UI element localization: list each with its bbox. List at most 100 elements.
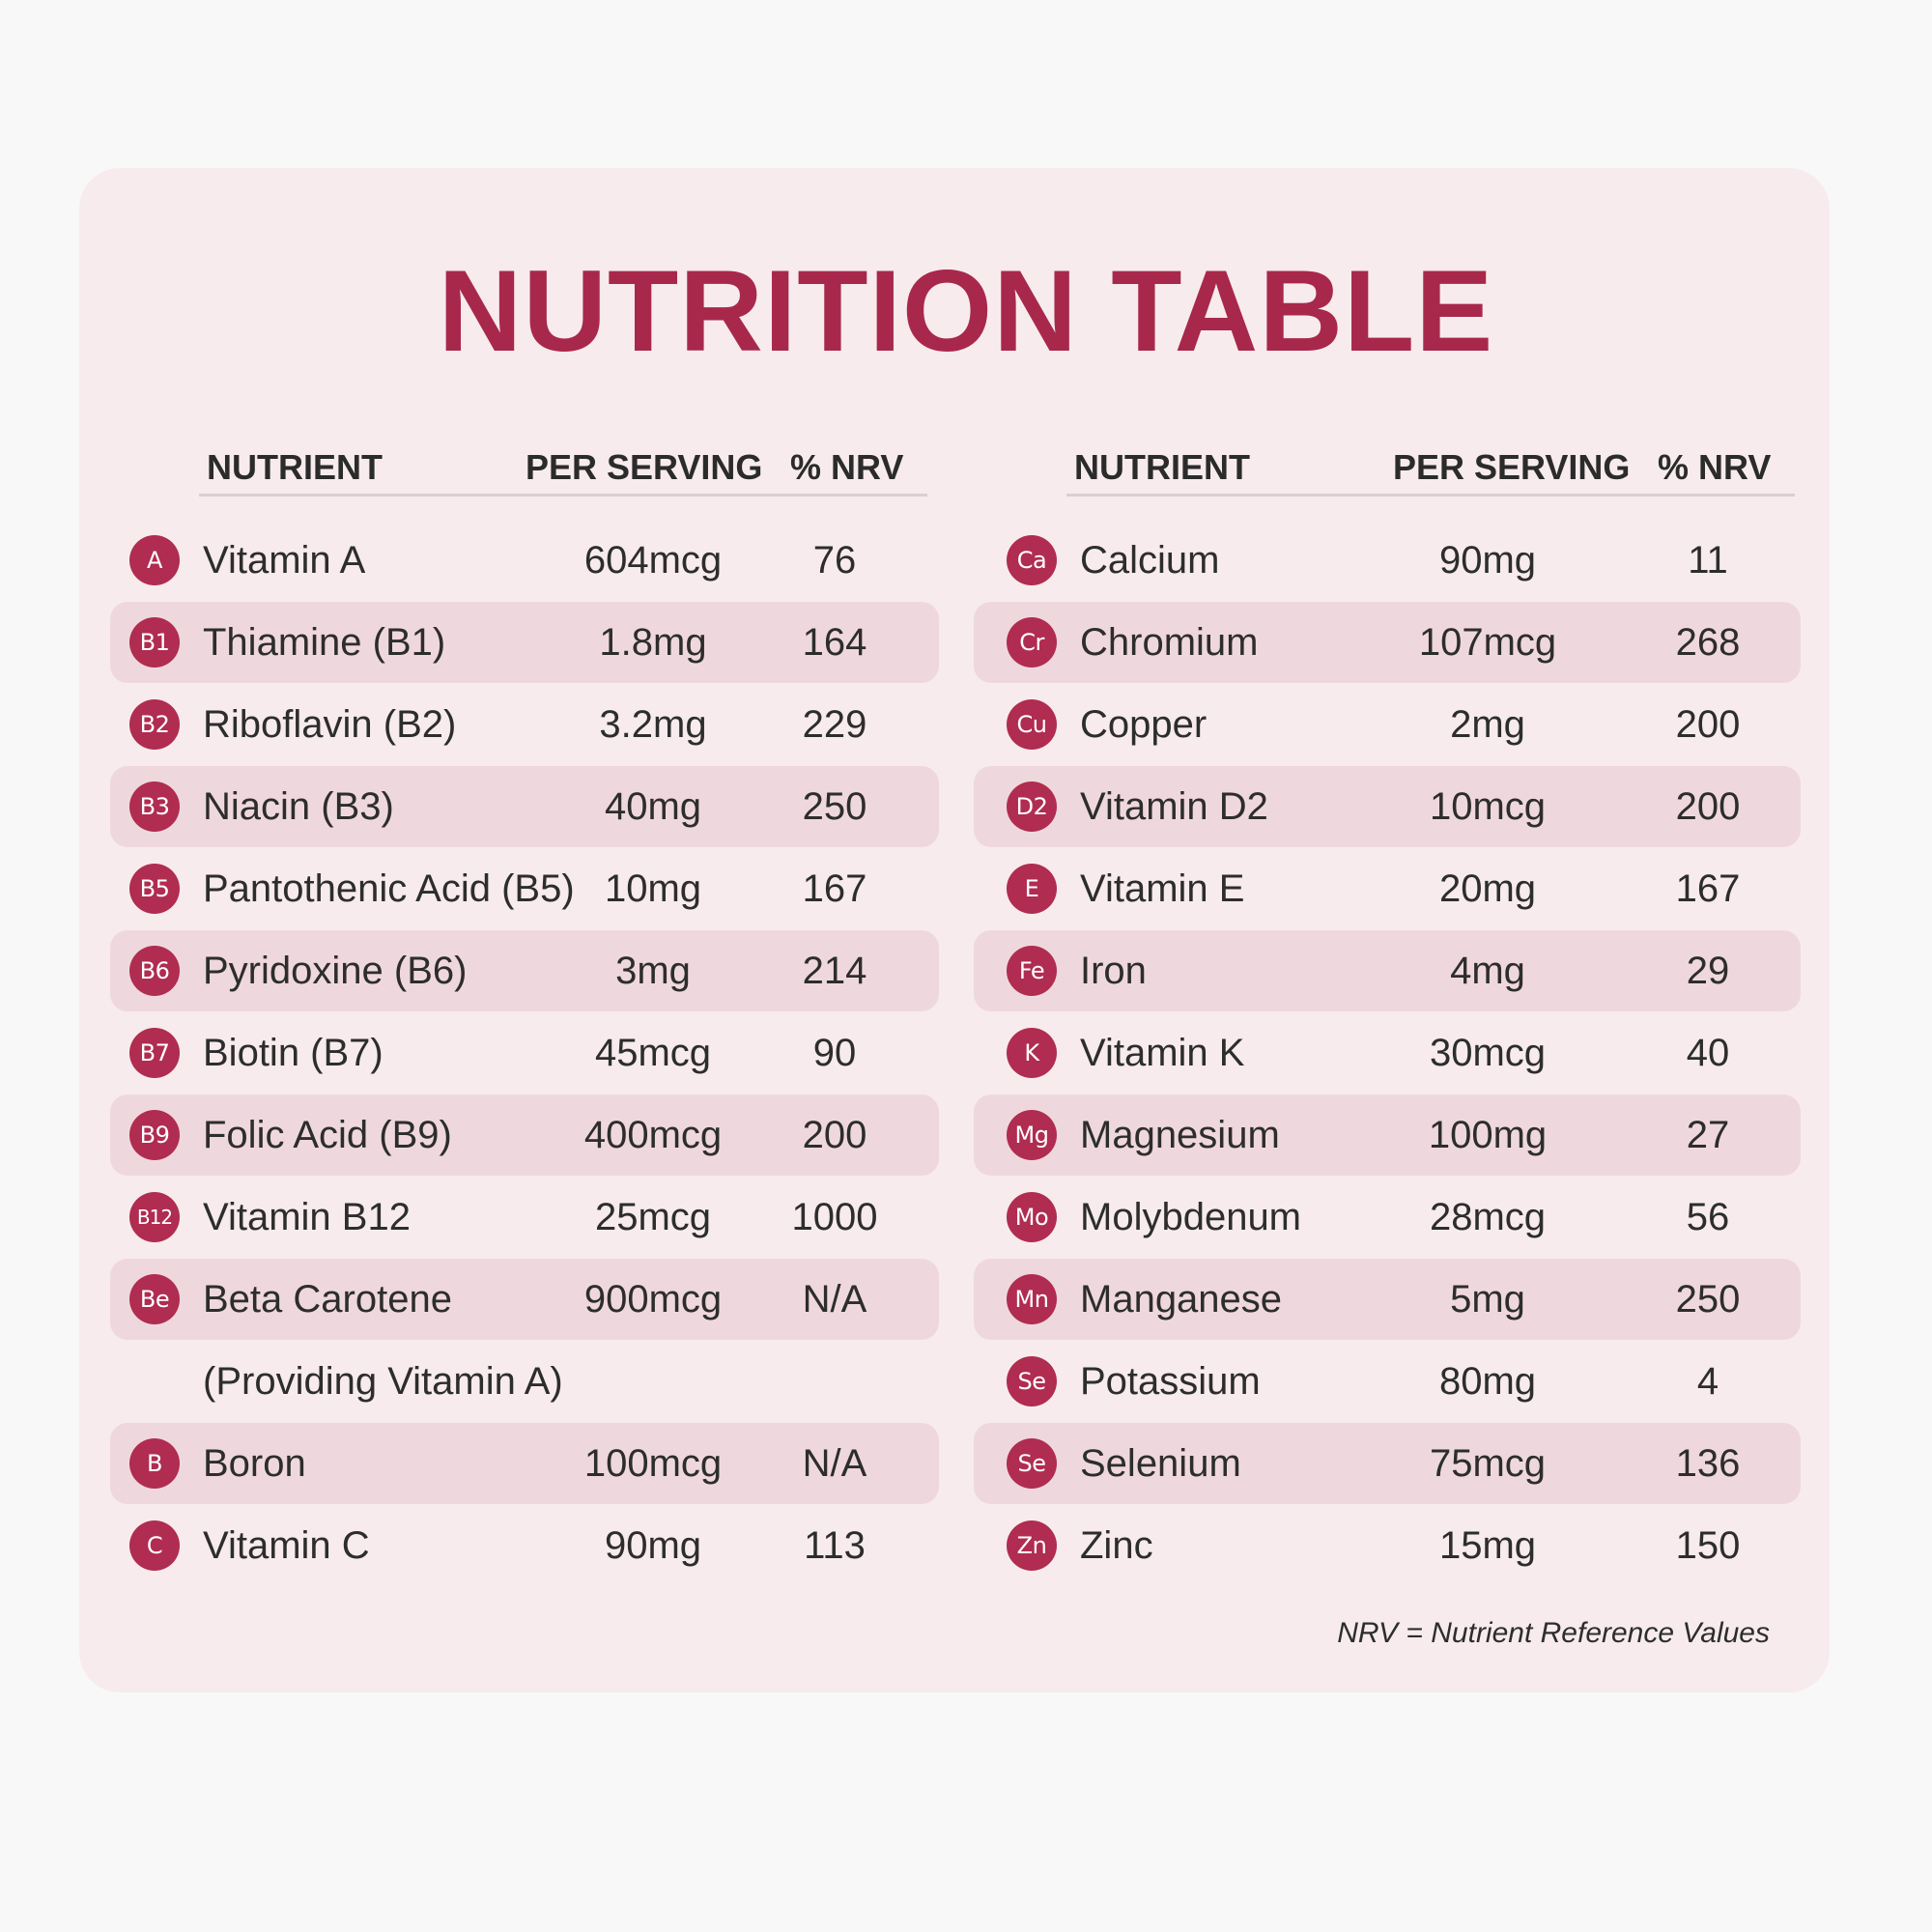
nutrient-symbol-badge: Se [1007, 1356, 1057, 1406]
nutrient-symbol-badge: Mg [1007, 1110, 1057, 1160]
row-background [974, 1094, 1801, 1176]
nutrient-symbol-badge: K [1007, 1028, 1057, 1078]
table-row: B7 Biotin (B7) 45mcg 90 [110, 1012, 939, 1094]
nrv-value: 214 [802, 950, 867, 992]
nutrient-name: Niacin (B3) [203, 785, 394, 828]
per-serving-value: 5mg [1450, 1278, 1525, 1321]
nutrient-symbol-badge: B2 [129, 699, 180, 750]
nutrient-name: Biotin (B7) [203, 1032, 384, 1074]
table-row: Fe Iron 4mg 29 [974, 930, 1801, 1011]
table-row: Be Beta Carotene 900mcg N/A [110, 1259, 939, 1340]
nrv-value: 200 [1675, 703, 1741, 746]
nutrient-symbol-badge: C [129, 1520, 180, 1571]
per-serving-value: 3.2mg [599, 703, 707, 746]
table-row: Se Potassium 80mg 4 [974, 1341, 1801, 1422]
nrv-value: 200 [802, 1114, 867, 1156]
nrv-value: 40 [1686, 1032, 1730, 1074]
nutrient-symbol-badge: B6 [129, 946, 180, 996]
nrv-value: 27 [1686, 1114, 1730, 1156]
per-serving-value: 80mg [1438, 1360, 1537, 1403]
per-serving-value: 400mcg [583, 1114, 723, 1156]
nrv-value: N/A [802, 1278, 867, 1321]
nrv-value: 56 [1686, 1196, 1730, 1238]
nrv-value: 11 [1688, 539, 1728, 582]
nutrient-name: Calcium [1080, 539, 1220, 582]
nrv-footnote: NRV = Nutrient Reference Values [1337, 1617, 1770, 1649]
nrv-value: 167 [802, 867, 867, 910]
nutrient-name: Iron [1080, 950, 1147, 992]
nrv-value: 167 [1675, 867, 1741, 910]
per-serving-value: 28mcg [1429, 1196, 1547, 1238]
nrv-value: 136 [1675, 1442, 1741, 1485]
nutrient-name: Molybdenum [1080, 1196, 1302, 1238]
nrv-value: 150 [1675, 1524, 1741, 1567]
nutrient-name: Selenium [1080, 1442, 1241, 1485]
table-row: B2 Riboflavin (B2) 3.2mg 229 [110, 684, 939, 765]
per-serving-value: 40mg [604, 785, 702, 828]
table-row: K Vitamin K 30mcg 40 [974, 1012, 1801, 1094]
nrv-value: 200 [1675, 785, 1741, 828]
nutrient-symbol-badge: B12 [129, 1192, 180, 1242]
row-background [974, 766, 1801, 847]
nutrient-symbol-badge: Se [1007, 1438, 1057, 1489]
table-row: B5 Pantothenic Acid (B5) 10mg 167 [110, 848, 939, 929]
per-serving-value: 4mg [1450, 950, 1525, 992]
nrv-value: 1000 [791, 1196, 878, 1238]
left-header-divider [199, 494, 927, 497]
nutrient-symbol-badge: Mo [1007, 1192, 1057, 1242]
row-background [110, 1423, 939, 1504]
table-row: B1 Thiamine (B1) 1.8mg 164 [110, 602, 939, 683]
row-background [110, 1094, 939, 1176]
table-row: B12 Vitamin B12 25mcg 1000 [110, 1177, 939, 1258]
row-background [110, 930, 939, 1011]
nutrient-name: Copper [1080, 703, 1208, 746]
table-row: Cu Copper 2mg 200 [974, 684, 1801, 765]
table-row: E Vitamin E 20mg 167 [974, 848, 1801, 929]
table-row: B3 Niacin (B3) 40mg 250 [110, 766, 939, 847]
per-serving-value: 604mcg [583, 539, 723, 582]
table-row: B9 Folic Acid (B9) 400mcg 200 [110, 1094, 939, 1176]
per-serving-value: 100mg [1428, 1114, 1548, 1156]
nrv-value: 4 [1696, 1360, 1719, 1403]
table-row: A Vitamin A 604mcg 76 [110, 520, 939, 601]
nutrient-name: Zinc [1080, 1524, 1153, 1567]
per-serving-value: 2mg [1450, 703, 1525, 746]
nrv-value: 250 [802, 785, 867, 828]
table-row: C Vitamin C 90mg 113 [110, 1505, 939, 1586]
table-row: Ca Calcium 90mg 11 [974, 520, 1801, 601]
nutrient-name: Vitamin B12 [203, 1196, 411, 1238]
left-header-per-serving: PER SERVING [526, 447, 763, 487]
right-header-nutrient: NUTRIENT [1074, 447, 1250, 487]
nutrient-symbol-badge: Be [129, 1274, 180, 1324]
per-serving-value: 107mcg [1418, 621, 1557, 664]
nutrient-name: Magnesium [1080, 1114, 1280, 1156]
nutrient-name: Pantothenic Acid (B5) [203, 867, 575, 910]
per-serving-value: 15mg [1438, 1524, 1537, 1567]
per-serving-value: 10mcg [1429, 785, 1547, 828]
per-serving-value: 45mcg [594, 1032, 712, 1074]
nutrient-name: Vitamin A [203, 539, 366, 582]
row-background [110, 602, 939, 683]
nutrient-symbol-badge: B1 [129, 617, 180, 668]
per-serving-value: 10mg [604, 867, 702, 910]
left-header-nutrient: NUTRIENT [207, 447, 383, 487]
table-row: B6 Pyridoxine (B6) 3mg 214 [110, 930, 939, 1011]
per-serving-value: 90mg [604, 1524, 702, 1567]
nutrient-name: Vitamin D2 [1080, 785, 1268, 828]
nutrient-symbol-badge: A [129, 535, 180, 585]
page-title: NUTRITION TABLE [438, 246, 1494, 376]
nrv-value: 268 [1675, 621, 1741, 664]
table-row: Mg Magnesium 100mg 27 [974, 1094, 1801, 1176]
nutrient-name: Vitamin E [1080, 867, 1245, 910]
row-background [974, 602, 1801, 683]
nutrient-symbol-badge: D2 [1007, 781, 1057, 832]
nutrient-name: Riboflavin (B2) [203, 703, 457, 746]
row-background [110, 1259, 939, 1340]
per-serving-value: 75mcg [1429, 1442, 1547, 1485]
nutrient-name: (Providing Vitamin A) [203, 1360, 563, 1403]
per-serving-value: 30mcg [1429, 1032, 1547, 1074]
nutrient-symbol-badge: B5 [129, 864, 180, 914]
right-header-per-serving: PER SERVING [1393, 447, 1631, 487]
nrv-value: 90 [812, 1032, 857, 1074]
table-row: Se Selenium 75mcg 136 [974, 1423, 1801, 1504]
